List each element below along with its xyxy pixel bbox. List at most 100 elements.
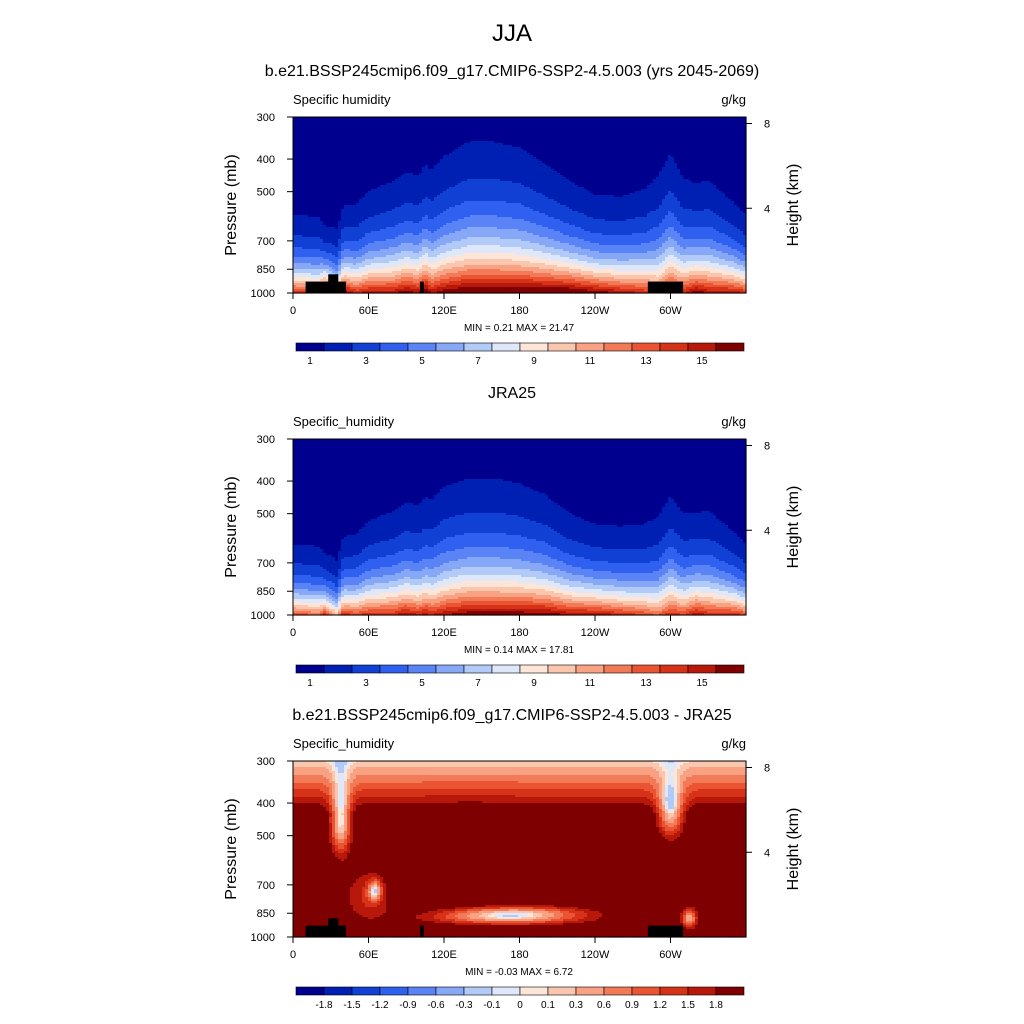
contour-cell <box>521 185 525 206</box>
contour-cell <box>515 611 519 616</box>
contour-cell <box>626 525 630 550</box>
contour-cell <box>323 595 327 600</box>
contour-cell <box>374 569 378 578</box>
contour-cell <box>374 583 378 590</box>
contour-cell <box>329 253 333 262</box>
contour-cell <box>416 761 420 768</box>
contour-cell <box>566 285 570 288</box>
panel-1: Specific humidity g/kg3004005007008501000… <box>223 92 802 367</box>
contour-cell <box>584 289 588 294</box>
contour-cell <box>518 261 522 266</box>
contour-cell <box>443 553 447 564</box>
contour-cell <box>443 283 447 288</box>
contour-cell <box>425 285 429 290</box>
contour-cell <box>323 553 327 570</box>
contour-cell <box>449 257 453 264</box>
contour-cell <box>305 257 309 264</box>
contour-cell <box>614 245 618 254</box>
contour-cell <box>428 257 432 264</box>
contour-cell <box>728 613 732 616</box>
contour-cell <box>440 609 444 614</box>
contour-cell <box>374 895 378 898</box>
contour-cell <box>398 551 402 564</box>
contour-cell <box>485 141 489 180</box>
contour-cell <box>581 289 585 294</box>
contour-cell <box>647 547 651 564</box>
contour-cell <box>392 511 396 540</box>
panel-3-title: b.e21.BSSP245cmip6.f09_g17.CMIP6-SSP2-4.… <box>292 707 732 724</box>
contour-cell <box>317 269 321 276</box>
contour-cell <box>512 575 516 582</box>
contour-cell <box>461 549 465 560</box>
contour-cell <box>515 117 519 148</box>
contour-cell <box>665 533 669 550</box>
contour-cell <box>722 561 726 572</box>
contour-cell <box>374 887 378 890</box>
contour-cell <box>479 609 483 612</box>
contour-cell <box>524 283 528 288</box>
contour-cell <box>431 201 435 220</box>
contour-cell <box>716 273 720 278</box>
contour-cell <box>362 783 366 790</box>
contour-cell <box>410 117 414 174</box>
contour-cell <box>335 609 339 614</box>
contour-cell <box>347 285 351 288</box>
contour-cell <box>698 581 702 588</box>
contour-cell <box>464 559 468 568</box>
contour-cell <box>731 279 735 284</box>
contour-cell <box>356 607 360 610</box>
contour-cell <box>506 181 510 204</box>
contour-cell <box>323 591 327 596</box>
contour-cell <box>554 611 558 614</box>
contour-cell <box>698 289 702 292</box>
contour-cell <box>491 557 495 568</box>
contour-cell <box>644 605 648 610</box>
contour-cell <box>383 583 387 590</box>
contour-cell <box>332 609 336 614</box>
contour-cell <box>410 803 414 938</box>
contour-cell <box>557 601 561 606</box>
contour-cell <box>548 557 552 568</box>
contour-cell <box>743 593 747 598</box>
contour-cell <box>461 247 465 256</box>
contour-cell <box>587 559 591 570</box>
contour-cell <box>365 289 369 292</box>
contour-cell <box>341 825 345 834</box>
contour-cell <box>500 581 504 588</box>
contour-cell <box>458 597 462 604</box>
contour-cell <box>404 767 408 776</box>
contour-cell <box>521 609 525 612</box>
contour-cell <box>323 799 327 808</box>
contour-cell <box>740 285 744 288</box>
contour-cell <box>407 281 411 286</box>
contour-cell <box>524 589 528 594</box>
contour-cell <box>521 219 525 232</box>
contour-cell <box>410 775 414 784</box>
contour-cell <box>350 277 354 282</box>
contour-cell <box>590 275 594 280</box>
contour-cell <box>470 287 474 294</box>
contour-cell <box>536 281 540 284</box>
contour-cell <box>683 569 687 578</box>
contour-cell <box>692 575 696 582</box>
contour-cell <box>725 601 729 604</box>
contour-cell <box>419 269 423 274</box>
contour-cell <box>476 479 480 514</box>
contour-cell <box>473 575 477 582</box>
contour-cell <box>359 599 363 602</box>
contour-cell <box>683 599 687 606</box>
contour-cell <box>632 593 636 598</box>
contour-cell <box>368 767 372 776</box>
contour-cell <box>581 261 585 266</box>
contour-cell <box>647 275 651 280</box>
contour-cell <box>563 591 567 596</box>
contour-cell <box>398 761 402 768</box>
contour-cell <box>644 259 648 266</box>
contour-cell <box>353 273 357 278</box>
contour-cell <box>440 245 444 254</box>
contour-cell <box>701 565 705 576</box>
contour-cell <box>428 559 432 570</box>
contour-cell <box>458 593 462 598</box>
contour-cell <box>656 581 660 588</box>
contour-cell <box>662 233 666 244</box>
